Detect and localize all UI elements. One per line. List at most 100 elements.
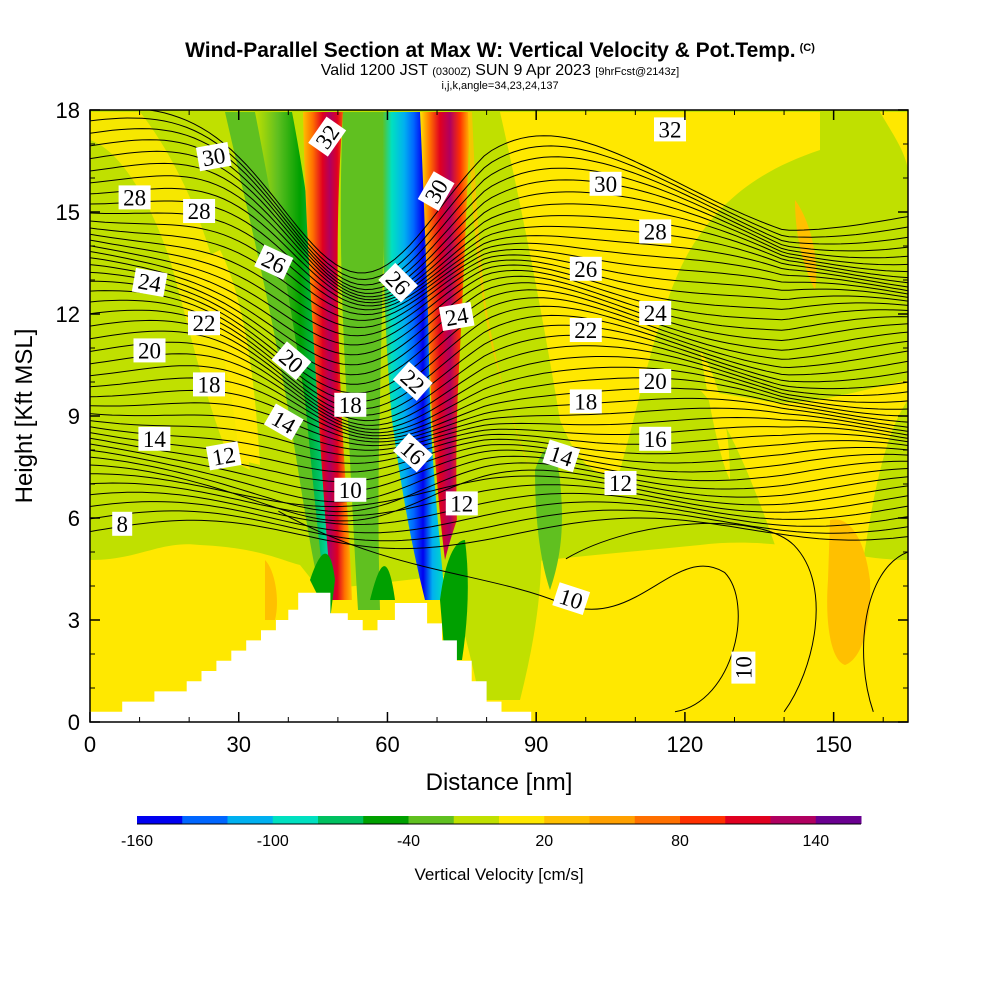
- y-tick-label: 6: [68, 506, 80, 531]
- colorbar-tick-label: -40: [397, 833, 420, 850]
- theta-contour: [90, 264, 908, 376]
- theta-contour: [90, 341, 908, 430]
- theta-contour: [90, 389, 908, 443]
- west-orange-patch: [265, 560, 277, 620]
- contour-label-text: 28: [188, 199, 211, 224]
- contour-label-bg: [639, 369, 672, 393]
- contour-label-bg: [639, 219, 672, 244]
- contour-label-bg: [569, 389, 602, 414]
- theta-contour: [90, 456, 908, 513]
- contour-label: 32: [308, 116, 347, 157]
- contour-label-bg: [445, 491, 478, 516]
- contour-label: 14: [542, 439, 581, 473]
- colorbar-swatch: [544, 816, 590, 824]
- theta-contour: [90, 239, 908, 337]
- contour-label-bg: [569, 256, 602, 281]
- contour-label-text: 10: [339, 478, 362, 503]
- contour-label-bg: [254, 244, 294, 280]
- contour-label-bg: [392, 361, 433, 401]
- contour-label-bg: [263, 403, 304, 441]
- y-axis-label: Height [Kft MSL]: [11, 329, 38, 504]
- colorbar-tick-label: -160: [121, 833, 153, 850]
- contour-label: 18: [334, 392, 367, 418]
- theta-contour: [90, 353, 908, 434]
- colorbar-tick-label: 80: [671, 833, 689, 850]
- colorbar-ticks: -160 -100 -40 20 80 140: [121, 833, 829, 850]
- contour-label-bg: [569, 318, 602, 342]
- theta-contour: [90, 220, 908, 316]
- contour-label-text: 24: [644, 301, 668, 326]
- colorbar-label: Vertical Velocity [cm/s]: [414, 865, 583, 884]
- theta-contour: [90, 319, 908, 422]
- contour-label: 22: [569, 318, 602, 343]
- colorbar-swatch: [499, 816, 545, 824]
- theta-contour: [278, 510, 739, 713]
- contour-label-text: 18: [339, 393, 362, 418]
- theta-contour: [90, 501, 908, 534]
- terrain-silhouette: [90, 592, 532, 722]
- colorbar-swatch: [137, 816, 183, 824]
- copyright-mark: (C): [799, 42, 815, 54]
- east-yellow-region: [500, 112, 820, 474]
- x-tick-label: 30: [226, 732, 250, 757]
- contour-label-bg: [308, 116, 347, 157]
- contour-label-text: 18: [574, 389, 597, 414]
- contour-label-text: 8: [116, 512, 128, 537]
- colorbar-swatch: [589, 816, 636, 824]
- utc-time: (0300Z): [432, 66, 471, 78]
- colorbar-swatch: [363, 816, 409, 824]
- contour-label: 20: [639, 369, 672, 394]
- downstream-green-cell: [535, 448, 562, 590]
- contour-label: 10: [731, 651, 756, 684]
- x-tick-label: 0: [84, 732, 96, 757]
- colorbar-swatch: [408, 816, 455, 824]
- contour-label-text: 28: [644, 219, 667, 244]
- colorbar-swatch: [815, 816, 862, 824]
- title-main: Wind-Parallel Section at Max W: Vertical…: [185, 39, 796, 62]
- y-tick-label: 12: [56, 302, 80, 327]
- contour-label-bg: [118, 185, 151, 210]
- contour-label-text: 30: [200, 143, 227, 172]
- contour-label-bg: [205, 441, 242, 471]
- colorbar-tick-label: 20: [535, 833, 553, 850]
- contour-label: 24: [131, 267, 168, 298]
- contour-label: 12: [604, 471, 637, 496]
- contour-label-bg: [639, 426, 672, 451]
- colorbar-swatch: [227, 816, 274, 824]
- east-updraft-band: [420, 112, 470, 560]
- contour-label-text: 24: [136, 269, 163, 298]
- contour-label-text: 12: [450, 491, 473, 516]
- contour-label: 22: [188, 311, 220, 336]
- contour-label: 24: [438, 301, 475, 331]
- contour-label: 28: [118, 185, 151, 210]
- east-orange-cell: [827, 519, 871, 665]
- y-tick-label: 9: [68, 404, 80, 429]
- colorbar-swatch: [453, 816, 500, 824]
- contour-label-text: 30: [594, 172, 617, 197]
- contour-label: 28: [639, 219, 672, 244]
- theta-contour: [90, 290, 908, 402]
- contour-label: 16: [639, 426, 672, 452]
- contour-label: 24: [639, 301, 672, 326]
- theta-contour: [90, 280, 908, 394]
- colorbar-tick-label: 140: [802, 833, 829, 850]
- x-axis-ticks: 0 30 60 90 120 150: [84, 110, 884, 757]
- theta-contour: [90, 402, 908, 447]
- theta-contour: [90, 271, 908, 385]
- contour-label-bg: [138, 426, 171, 451]
- contour-label: 20: [133, 338, 166, 363]
- contour-label-text: 20: [138, 338, 161, 363]
- contour-label-bg: [271, 341, 312, 381]
- contour-label-bg: [589, 171, 622, 196]
- contour-label-bg: [133, 338, 166, 363]
- x-tick-label: 60: [375, 732, 399, 757]
- theta-contour: [90, 200, 908, 307]
- colorbar-swatch: [634, 816, 681, 824]
- contour-label: 18: [569, 389, 602, 414]
- y-axis-ticks: 0 3 6 9 12 15 18: [56, 98, 908, 735]
- theta-contour: [90, 365, 908, 437]
- contour-label-text: 14: [143, 427, 167, 452]
- theta-contour: [90, 449, 908, 503]
- theta-contour: [90, 299, 908, 410]
- contour-label: 10: [334, 477, 367, 503]
